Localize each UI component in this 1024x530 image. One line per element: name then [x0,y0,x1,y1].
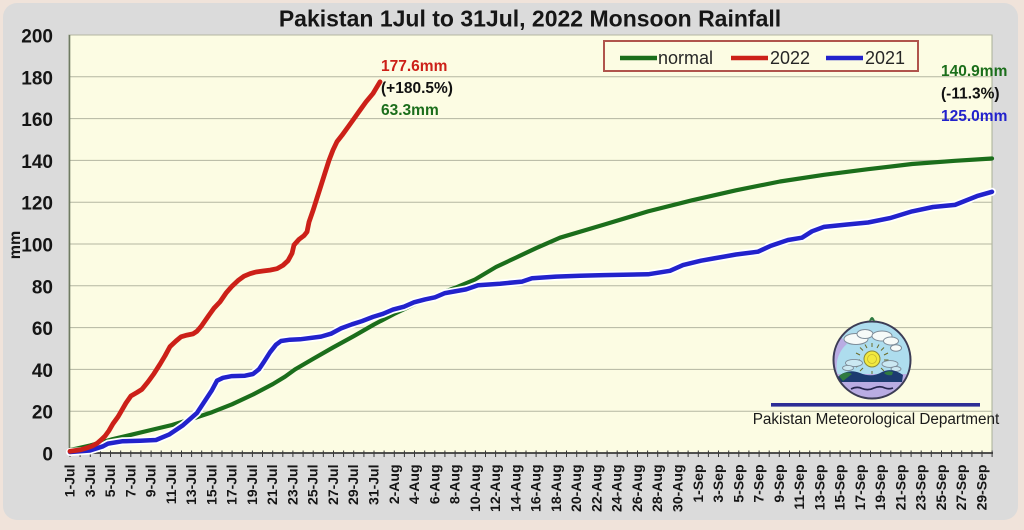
svg-text:19-Jul: 19-Jul [244,465,260,505]
svg-text:9-Jul: 9-Jul [143,465,159,498]
svg-text:6-Aug: 6-Aug [426,465,442,505]
svg-text:200: 200 [21,27,53,48]
svg-text:20-Aug: 20-Aug [568,465,584,512]
svg-text:(+180.5%): (+180.5%) [381,80,453,97]
svg-text:31-Jul: 31-Jul [366,465,382,505]
svg-text:25-Sep: 25-Sep [933,465,949,511]
svg-text:7-Sep: 7-Sep [751,465,767,503]
svg-text:9-Sep: 9-Sep [771,465,787,503]
svg-text:29-Sep: 29-Sep [974,465,990,511]
svg-text:1-Sep: 1-Sep [690,465,706,503]
svg-text:14-Aug: 14-Aug [507,465,523,512]
svg-text:140: 140 [21,152,53,173]
svg-text:11-Jul: 11-Jul [163,465,179,505]
svg-text:13-Jul: 13-Jul [183,465,199,505]
svg-text:15-Jul: 15-Jul [203,465,219,505]
svg-text:160: 160 [21,110,53,131]
svg-text:22-Aug: 22-Aug [588,465,604,512]
svg-text:Pakistan Meteorological Depart: Pakistan Meteorological Department [753,411,1000,428]
svg-text:21-Sep: 21-Sep [892,465,908,511]
svg-text:30-Aug: 30-Aug [670,465,686,512]
svg-text:63.3mm: 63.3mm [381,102,439,119]
svg-text:23-Sep: 23-Sep [913,465,929,511]
svg-text:(-11.3%): (-11.3%) [941,86,1000,103]
svg-text:16-Aug: 16-Aug [528,465,544,512]
svg-text:17-Jul: 17-Jul [224,465,240,505]
svg-text:7-Jul: 7-Jul [122,465,138,498]
svg-text:28-Aug: 28-Aug [649,465,665,512]
svg-text:80: 80 [32,277,53,298]
svg-text:29-Jul: 29-Jul [345,465,361,505]
svg-text:normal: normal [658,48,713,68]
svg-text:mm: mm [7,231,24,259]
svg-text:1-Jul: 1-Jul [62,465,78,498]
svg-text:2021: 2021 [865,48,905,68]
svg-text:25-Jul: 25-Jul [305,465,321,505]
svg-text:23-Jul: 23-Jul [284,465,300,505]
svg-text:0: 0 [42,445,53,466]
svg-text:8-Aug: 8-Aug [447,465,463,505]
svg-text:19-Sep: 19-Sep [872,465,888,511]
svg-text:3-Jul: 3-Jul [82,465,98,498]
svg-text:40: 40 [32,361,53,382]
svg-text:5-Jul: 5-Jul [102,465,118,498]
svg-text:177.6mm: 177.6mm [381,58,447,75]
svg-text:12-Aug: 12-Aug [487,465,503,512]
svg-text:140.9mm: 140.9mm [941,63,1007,80]
svg-text:15-Sep: 15-Sep [832,465,848,511]
svg-text:3-Sep: 3-Sep [710,465,726,503]
svg-text:26-Aug: 26-Aug [629,465,645,512]
svg-text:17-Sep: 17-Sep [852,465,868,511]
svg-text:27-Jul: 27-Jul [325,465,341,505]
svg-text:11-Sep: 11-Sep [791,465,807,510]
svg-text:60: 60 [32,319,53,340]
svg-text:120: 120 [21,194,53,215]
svg-text:5-Sep: 5-Sep [730,465,746,503]
svg-text:18-Aug: 18-Aug [548,465,564,512]
svg-text:100: 100 [21,236,53,257]
svg-text:24-Aug: 24-Aug [609,465,625,512]
svg-text:2022: 2022 [770,48,810,68]
svg-text:21-Jul: 21-Jul [264,465,280,505]
svg-text:4-Aug: 4-Aug [406,465,422,505]
svg-text:20: 20 [32,403,53,424]
svg-text:Pakistan 1Jul to 31Jul, 2022 M: Pakistan 1Jul to 31Jul, 2022 Monsoon Rai… [279,5,781,31]
svg-text:180: 180 [21,68,53,89]
svg-text:13-Sep: 13-Sep [811,465,827,511]
svg-text:27-Sep: 27-Sep [953,465,969,511]
svg-text:125.0mm: 125.0mm [941,108,1007,125]
svg-text:10-Aug: 10-Aug [467,465,483,512]
svg-text:2-Aug: 2-Aug [386,465,402,505]
